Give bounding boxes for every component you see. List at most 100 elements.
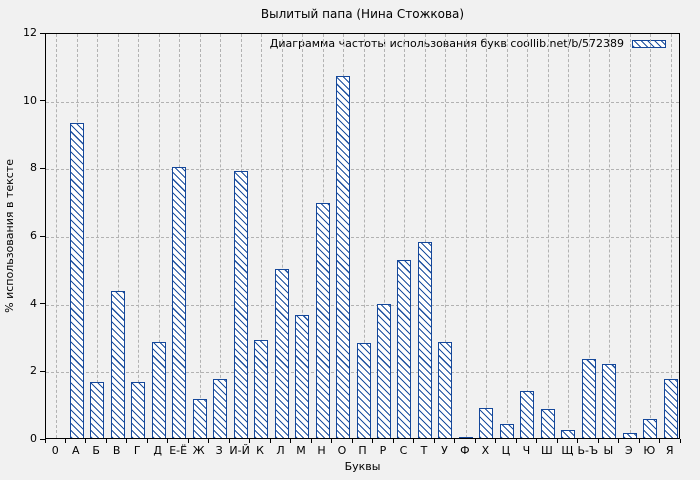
y-axis-tick [40,100,45,102]
bar-Р [376,304,391,438]
y-axis-tick [40,235,45,237]
x-tick-label-Щ: Щ [561,444,574,457]
legend: Диаграмма частоты использования букв coo… [270,37,666,50]
v-gridline [465,34,467,438]
x-axis-tick [187,439,189,443]
y-axis-tick [40,370,45,372]
x-tick-label-Н: Н [317,444,326,457]
bar-Ш [540,409,555,438]
bar-А [69,123,84,438]
y-tick-label-4: 4 [30,296,37,310]
v-gridline [650,34,652,438]
bar-Л [274,268,289,438]
bar-В [110,290,125,438]
bar-Ц [499,424,514,438]
bar-К [254,339,269,438]
bar-Б [90,382,105,438]
x-axis-tick [208,439,210,443]
x-axis-tick [515,439,517,443]
v-gridline [138,34,140,438]
y-axis-tick [40,167,45,169]
x-axis-tick [454,439,456,443]
x-tick-label-Ы: Ы [603,444,614,457]
x-tick-label-З: З [215,444,223,457]
legend-label: Диаграмма частоты использования букв coo… [269,37,624,50]
bar-Е-Ё [172,167,187,438]
x-tick-label-К: К [256,444,264,457]
y-tick-label-0: 0 [30,432,37,445]
x-axis-tick [495,439,497,443]
x-tick-label-И-Й: И-Й [229,444,250,457]
bar-Х [479,407,494,438]
h-gridline [46,237,679,238]
x-axis-tick [290,439,292,443]
bar-Г [131,382,146,438]
x-tick-label-Ж: Ж [192,444,205,457]
bar-О [336,75,351,438]
x-axis-tick [597,439,599,443]
x-tick-label-Ш: Ш [540,444,553,457]
x-tick-label-Ч: Ч [522,444,531,457]
y-axis-tick [40,303,45,305]
x-axis-tick [638,439,640,443]
x-tick-label-М: М [296,444,306,457]
x-axis-tick [618,439,620,443]
v-gridline [568,34,570,438]
v-gridline [486,34,488,438]
y-tick-label-6: 6 [30,229,37,242]
bar-П [356,343,371,438]
x-axis-tick [679,439,681,443]
v-gridline [363,34,365,438]
y-axis-tick [40,438,45,440]
x-tick-label-Ц: Ц [501,444,511,457]
h-gridline [46,101,679,103]
bar-У [438,341,453,438]
x-tick-label-0: 0 [51,444,59,457]
v-gridline [527,34,529,438]
x-tick-label-Х: Х [481,444,490,457]
x-axis-tick [146,439,148,443]
h-gridline [46,169,679,171]
y-tick-label-8: 8 [30,161,37,175]
x-axis-tick [44,439,46,443]
bar-Н [315,202,330,438]
x-tick-label-Г: Г [133,444,141,457]
bar-Ж [192,399,207,438]
x-tick-label-О: О [337,444,347,457]
bar-Ф [458,437,473,438]
bar-Ю [643,419,658,438]
x-tick-label-Р: Р [379,444,387,457]
x-tick-label-С: С [399,444,408,457]
x-axis-tick [536,439,538,443]
x-tick-label-У: У [441,444,448,457]
v-gridline [158,34,160,438]
x-tick-label-В: В [112,444,121,457]
bar-И-Й [233,170,248,438]
x-axis-tick [64,439,66,443]
x-axis-tick [433,439,435,443]
x-axis-tick [577,439,579,443]
v-gridline [302,34,304,438]
x-axis-tick [310,439,312,443]
y-tick-label-12: 12 [23,26,37,39]
x-tick-label-Ю: Ю [643,444,656,457]
x-tick-label-Э: Э [624,444,633,457]
bar-Щ [561,429,576,438]
v-gridline [588,34,590,438]
v-gridline [424,34,426,438]
h-gridline [46,304,679,306]
x-axis-tick [556,439,558,443]
v-gridline [261,34,263,438]
bar-М [295,314,310,438]
bar-З [213,378,228,438]
x-axis-tick [413,439,415,443]
plot-area: Диаграмма частоты использования букв coo… [45,33,680,439]
x-tick-label-Ь-Ъ: Ь-Ъ [577,444,599,457]
bar-Ч [520,390,535,438]
x-tick-label-А: А [71,444,80,457]
bar-С [397,260,412,438]
x-axis-tick [372,439,374,443]
v-gridline [97,34,99,438]
v-gridline [56,34,58,438]
